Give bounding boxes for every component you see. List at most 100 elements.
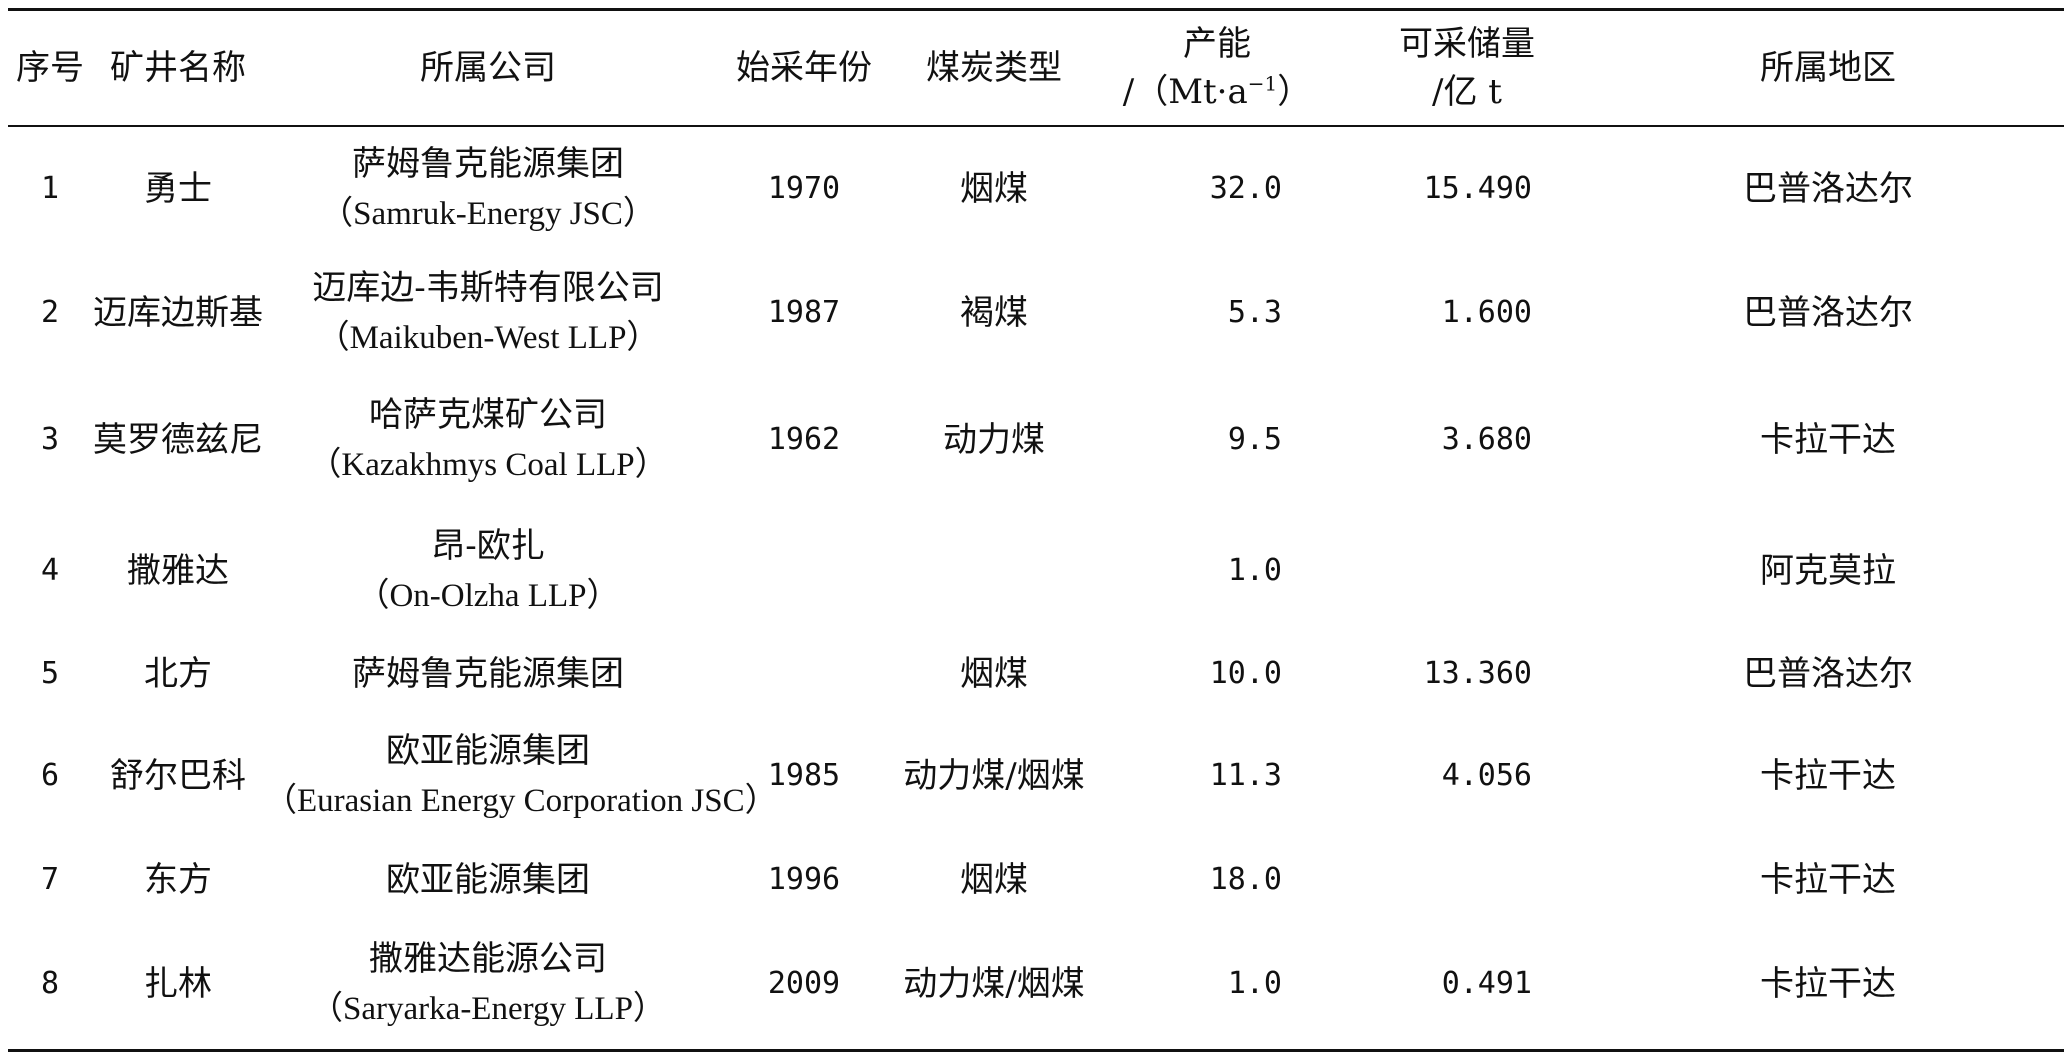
header-capacity-line2: /（Mt·a−1） [1092, 68, 1342, 116]
cell-coal-type: 褐煤 [960, 293, 1028, 333]
cell-mine: 扎林 [144, 964, 212, 1004]
cell-index: 7 [40, 862, 60, 897]
cell-company: 欧亚能源集团 （Eurasian Energy Corporation JSC） [264, 711, 778, 841]
table-row: 7 东方 欧亚能源集团 1996 烟煤 18.0 卡拉干达 [8, 841, 2064, 919]
cell-region: 卡拉干达 [1760, 420, 1896, 460]
cell-company: 欧亚能源集团 [264, 841, 712, 919]
cell-mine: 撒雅达 [127, 551, 229, 591]
cell-year: 1987 [767, 295, 841, 330]
company-name-cn: 萨姆鲁克能源集团 [352, 144, 624, 184]
table-row: 6 舒尔巴科 欧亚能源集团 （Eurasian Energy Corporati… [8, 711, 2064, 841]
table-row: 2 迈库边斯基 迈库边-韦斯特有限公司 （Maikuben-West LLP） … [8, 251, 2064, 375]
cell-year: 2009 [767, 966, 841, 1001]
cell-mine: 舒尔巴科 [110, 756, 246, 796]
cell-capacity: 9.5 [1227, 422, 1282, 457]
company-name-cn: 哈萨克煤矿公司 [369, 395, 607, 435]
cell-index: 2 [40, 295, 60, 330]
cell-company: 昂-欧扎 （On-Olzha LLP） [264, 505, 712, 637]
header-region: 所属地区 [1760, 48, 1896, 88]
header-capacity: 产能 /（Mt·a−1） [1092, 10, 1342, 127]
cell-mine: 迈库边斯基 [93, 293, 263, 333]
cell-region: 巴普洛达尔 [1743, 169, 1913, 209]
header-start-year: 始采年份 [736, 48, 872, 88]
cell-year [712, 637, 896, 711]
header-capacity-unit-sup: −1 [1247, 71, 1278, 96]
header-capacity-unit-post: ） [1277, 72, 1312, 112]
table-row: 5 北方 萨姆鲁克能源集团 烟煤 10.0 13.360 巴普洛达尔 [8, 637, 2064, 711]
cell-capacity: 32.0 [1209, 171, 1282, 206]
cell-capacity: 10.0 [1209, 656, 1282, 691]
header-company: 所属公司 [420, 48, 556, 88]
cell-capacity: 5.3 [1227, 295, 1282, 330]
cell-capacity: 1.0 [1227, 553, 1282, 588]
cell-year: 1970 [767, 171, 841, 206]
table-row: 1 勇士 萨姆鲁克能源集团 （Samruk-Energy JSC） 1970 烟… [8, 126, 2064, 251]
company-name-en: （Saryarka-Energy LLP） [310, 991, 666, 1027]
cell-mine: 东方 [144, 860, 212, 900]
header-coal-type: 煤炭类型 [926, 48, 1062, 88]
cell-coal-type: 烟煤 [960, 654, 1028, 694]
cell-company: 撒雅达能源公司 （Saryarka-Energy LLP） [264, 919, 712, 1051]
cell-reserves: 1.600 [1441, 295, 1532, 330]
cell-company: 萨姆鲁克能源集团 （Samruk-Energy JSC） [264, 126, 712, 251]
company-name-cn: 撒雅达能源公司 [369, 939, 607, 979]
cell-coal-type: 烟煤 [960, 860, 1028, 900]
table-header-row: 序号 矿井名称 所属公司 始采年份 煤炭类型 产能 /（Mt·a−1） 可采储量… [8, 9, 2064, 127]
cell-coal-type: 动力煤/烟煤 [903, 756, 1085, 796]
cell-year: 1985 [767, 758, 841, 793]
cell-coal-type: 烟煤 [960, 169, 1028, 209]
cell-mine: 北方 [144, 654, 212, 694]
cell-reserves: 3.680 [1441, 422, 1532, 457]
header-mine-name: 矿井名称 [110, 48, 246, 88]
cell-coal-type: 动力煤/烟煤 [903, 964, 1085, 1004]
company-name-cn: 迈库边-韦斯特有限公司 [312, 268, 664, 308]
cell-reserves [1342, 841, 1592, 919]
cell-index: 4 [40, 553, 60, 588]
header-capacity-line1: 产能 [1183, 24, 1251, 64]
cell-region: 卡拉干达 [1760, 756, 1896, 796]
cell-index: 6 [40, 758, 60, 793]
header-reserves-line1: 可采储量 [1399, 24, 1535, 64]
cell-reserves [1342, 505, 1592, 637]
cell-coal-type [896, 505, 1092, 637]
company-name-en: （Samruk-Energy JSC） [320, 196, 656, 232]
cell-reserves: 15.490 [1423, 171, 1532, 206]
cell-year: 1996 [767, 862, 841, 897]
company-name-en: （Eurasian Energy Corporation JSC） [264, 783, 778, 819]
cell-region: 卡拉干达 [1760, 860, 1896, 900]
cell-reserves: 0.491 [1441, 966, 1532, 1001]
cell-region: 巴普洛达尔 [1743, 293, 1913, 333]
cell-capacity: 1.0 [1227, 966, 1282, 1001]
company-name-cn: 欧亚能源集团 [386, 860, 590, 900]
company-name-cn: 昂-欧扎 [431, 526, 545, 566]
company-name-en: （Maikuben-West LLP） [316, 320, 660, 356]
cell-capacity: 11.3 [1209, 758, 1282, 793]
header-index: 序号 [16, 48, 84, 88]
cell-index: 8 [40, 966, 60, 1001]
table-row: 3 莫罗德兹尼 哈萨克煤矿公司 （Kazakhmys Coal LLP） 196… [8, 375, 2064, 505]
table-row: 4 撒雅达 昂-欧扎 （On-Olzha LLP） 1.0 阿克莫拉 [8, 505, 2064, 637]
cell-mine: 莫罗德兹尼 [93, 420, 263, 460]
header-capacity-unit-pre: /（Mt·a [1122, 72, 1248, 112]
cell-capacity: 18.0 [1209, 862, 1282, 897]
cell-region: 卡拉干达 [1760, 964, 1896, 1004]
cell-mine: 勇士 [144, 169, 212, 209]
cell-company: 哈萨克煤矿公司 （Kazakhmys Coal LLP） [264, 375, 712, 505]
cell-index: 5 [40, 656, 60, 691]
cell-company: 迈库边-韦斯特有限公司 （Maikuben-West LLP） [264, 251, 712, 375]
cell-coal-type: 动力煤 [943, 420, 1045, 460]
cell-region: 阿克莫拉 [1760, 551, 1896, 591]
cell-index: 3 [40, 422, 60, 457]
header-reserves-line2: /亿 t [1432, 72, 1502, 112]
header-reserves: 可采储量 /亿 t [1342, 10, 1592, 127]
cell-index: 1 [40, 171, 60, 206]
company-name-en: （Kazakhmys Coal LLP） [308, 447, 668, 483]
company-name-cn: 萨姆鲁克能源集团 [352, 654, 624, 694]
company-name-en: （On-Olzha LLP） [356, 578, 620, 614]
cell-reserves: 13.360 [1423, 656, 1532, 691]
coal-mine-table: 序号 矿井名称 所属公司 始采年份 煤炭类型 产能 /（Mt·a−1） 可采储量… [8, 8, 2064, 1052]
table-row: 8 扎林 撒雅达能源公司 （Saryarka-Energy LLP） 2009 … [8, 919, 2064, 1051]
cell-reserves: 4.056 [1441, 758, 1532, 793]
cell-region: 巴普洛达尔 [1743, 654, 1913, 694]
